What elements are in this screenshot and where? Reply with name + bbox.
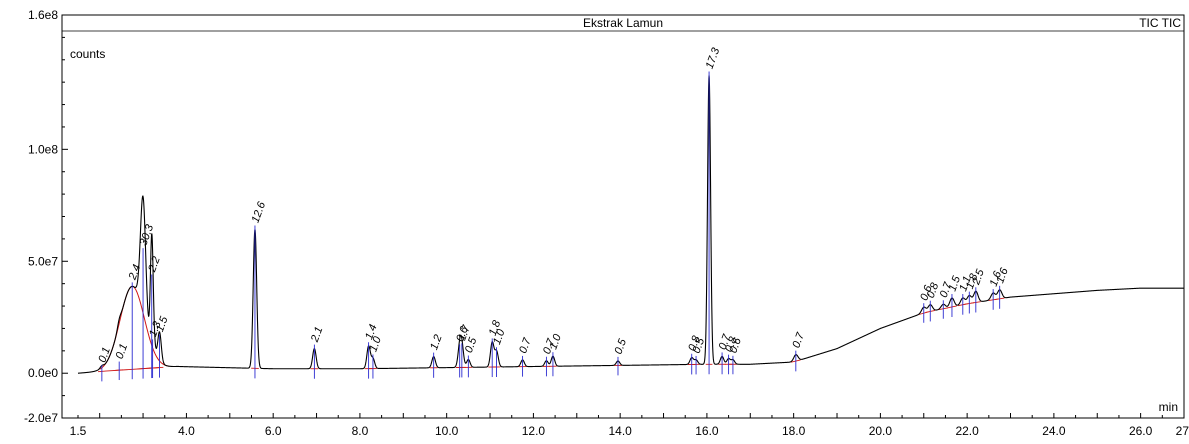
y-tick-label: 1.0e8 [28, 142, 58, 156]
x-tick-label: 14.0 [608, 424, 632, 438]
header-right-label: TIC TIC [1139, 16, 1181, 30]
x-tick-label: 12.0 [522, 424, 546, 438]
x-tick-label: 4.0 [178, 424, 195, 438]
x-axis-label: min [1159, 400, 1178, 414]
x-tick-label: 16.0 [695, 424, 719, 438]
x-tick-label: 6.0 [265, 424, 282, 438]
chart-title: Ekstrak Lamun [583, 16, 663, 30]
x-tick-label: 22.0 [955, 424, 979, 438]
x-tick-label: 8.0 [352, 424, 369, 438]
y-tick-label: 0.0e0 [28, 366, 58, 380]
x-tick-label: 27. [1176, 424, 1189, 438]
x-tick-label: 24.0 [1042, 424, 1066, 438]
x-tick-label: 20.0 [869, 424, 893, 438]
y-axis: 1.6e8 1.0e8 5.0e7 0.0e0 -2.0e7 [24, 8, 68, 425]
y-axis-label: counts [70, 47, 105, 61]
x-tick-label: 1.5 [70, 424, 87, 438]
y-tick-label: -2.0e7 [24, 411, 58, 425]
plot-frame [62, 15, 1184, 418]
x-tick-label: 26.0 [1129, 424, 1153, 438]
x-tick-label: 10.0 [435, 424, 459, 438]
y-tick-label: 1.6e8 [28, 8, 58, 22]
y-tick-label: 5.0e7 [28, 254, 58, 268]
x-tick-label: 18.0 [782, 424, 806, 438]
